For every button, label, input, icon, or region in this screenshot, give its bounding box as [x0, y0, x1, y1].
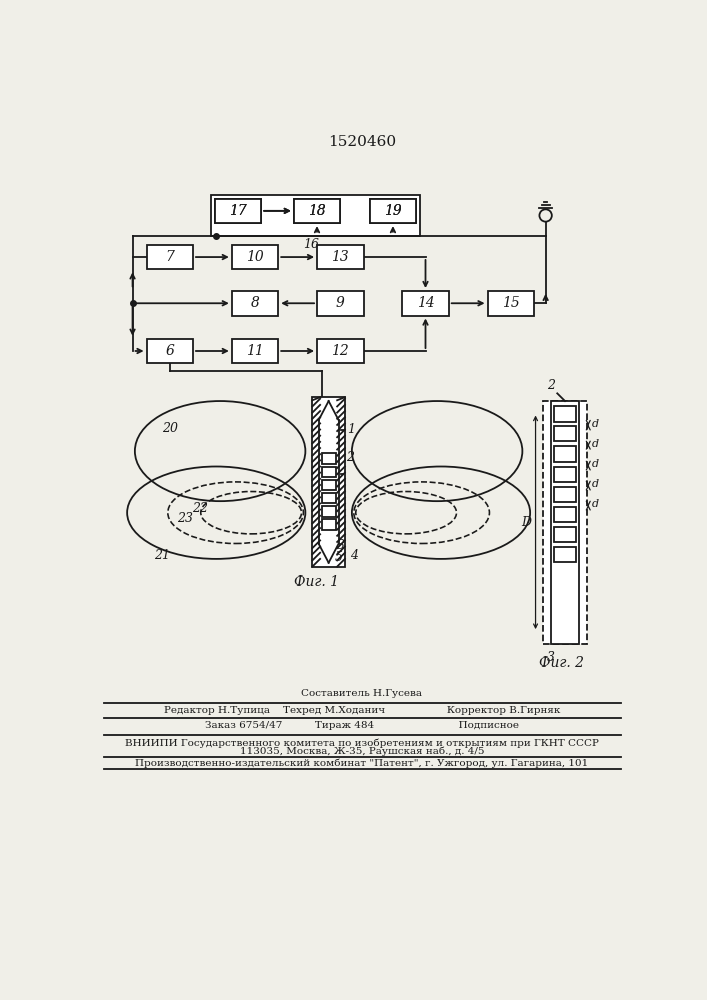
Bar	[232, 291, 279, 316]
Bar	[554, 426, 575, 441]
Bar	[322, 480, 336, 490]
Text: 13: 13	[332, 250, 349, 264]
Text: Редактор Н.Тупица    Техред М.Ходанич                   Корректор В.Гирняк: Редактор Н.Тупица Техред М.Ходанич Корре…	[164, 706, 560, 715]
Bar	[293, 199, 340, 223]
Text: 2: 2	[346, 451, 354, 464]
Bar	[543, 401, 587, 644]
Text: 2: 2	[547, 379, 555, 392]
Bar	[370, 199, 416, 223]
Bar	[551, 401, 579, 644]
Text: 3: 3	[547, 651, 555, 664]
Text: 21: 21	[154, 549, 170, 562]
Text: 1520460: 1520460	[328, 135, 396, 149]
Text: d: d	[591, 439, 598, 449]
Bar	[293, 199, 340, 223]
Text: 7: 7	[165, 250, 174, 264]
Bar	[488, 291, 534, 316]
Bar	[322, 493, 336, 503]
Text: 12: 12	[332, 344, 349, 358]
Bar	[554, 547, 575, 562]
Text: 15: 15	[502, 296, 520, 310]
Bar	[146, 339, 193, 363]
Text: 113035, Москва, Ж-35, Раушская наб., д. 4/5: 113035, Москва, Ж-35, Раушская наб., д. …	[240, 747, 484, 756]
Bar	[322, 506, 336, 517]
Text: 8: 8	[250, 296, 259, 310]
Text: 17: 17	[229, 204, 247, 218]
Text: 20: 20	[162, 422, 177, 434]
Text: ВНИИПИ Государственного комитета по изобретениям и открытиям при ГКНТ СССР: ВНИИПИ Государственного комитета по изоб…	[125, 738, 599, 748]
Text: 9: 9	[336, 296, 345, 310]
Text: Заказ 6754/47          Тираж 484                          Подписное: Заказ 6754/47 Тираж 484 Подписное	[205, 721, 519, 730]
Text: D: D	[522, 516, 532, 529]
Text: 18: 18	[308, 204, 326, 218]
Bar	[232, 245, 279, 269]
Bar	[554, 507, 575, 522]
Text: 4: 4	[351, 549, 358, 562]
Text: Составитель Н.Гусева: Составитель Н.Гусева	[301, 689, 423, 698]
Text: d: d	[591, 419, 598, 429]
Bar	[317, 245, 363, 269]
Bar	[312, 397, 345, 567]
Bar	[317, 291, 363, 316]
Text: 22: 22	[192, 502, 209, 515]
Text: d: d	[591, 459, 598, 469]
Bar	[215, 199, 261, 223]
Bar	[554, 446, 575, 462]
Text: Фиг. 2: Фиг. 2	[539, 656, 583, 670]
Text: 1: 1	[347, 423, 355, 436]
Text: 5: 5	[335, 551, 343, 564]
Bar	[322, 453, 336, 464]
Text: 14: 14	[416, 296, 434, 310]
Text: 3: 3	[337, 539, 344, 552]
Bar	[554, 527, 575, 542]
Bar	[215, 199, 261, 223]
Bar	[554, 487, 575, 502]
Text: 10: 10	[246, 250, 264, 264]
Text: 17: 17	[229, 204, 247, 218]
Bar	[317, 339, 363, 363]
Text: 6: 6	[165, 344, 174, 358]
Bar	[232, 339, 279, 363]
Bar	[211, 195, 420, 235]
Text: Производственно-издательский комбинат "Патент", г. Ужгород, ул. Гагарина, 101: Производственно-издательский комбинат "П…	[135, 759, 588, 768]
Text: 16: 16	[303, 238, 319, 251]
Text: d: d	[591, 499, 598, 509]
Bar	[146, 245, 193, 269]
Text: 11: 11	[246, 344, 264, 358]
Bar	[402, 291, 449, 316]
Bar	[322, 519, 336, 530]
Bar	[554, 406, 575, 422]
Text: Фиг. 1: Фиг. 1	[295, 575, 339, 589]
Bar	[370, 199, 416, 223]
Bar	[554, 466, 575, 482]
Bar	[322, 466, 336, 477]
Text: d: d	[591, 479, 598, 489]
Text: 19: 19	[384, 204, 402, 218]
Text: 23: 23	[177, 512, 193, 525]
Text: 19: 19	[384, 204, 402, 218]
Text: 18: 18	[308, 204, 326, 218]
